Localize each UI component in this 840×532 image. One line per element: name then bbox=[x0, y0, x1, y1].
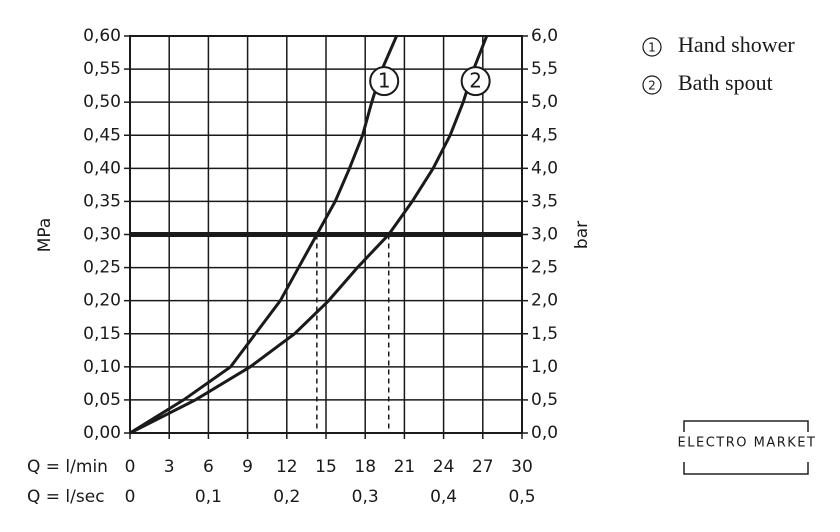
y2-tick-label: 2,5 bbox=[531, 258, 558, 278]
y-tick-label: 0,05 bbox=[83, 390, 121, 410]
legend-marker bbox=[642, 75, 662, 95]
y-tick-label: 0,15 bbox=[83, 324, 121, 344]
legend-marker bbox=[642, 37, 662, 57]
x2-tick-label: 0 bbox=[125, 487, 136, 507]
y-tick-label: 0,55 bbox=[83, 59, 121, 79]
y2-tick-label: 4,5 bbox=[531, 125, 558, 145]
x2-tick-label: 0,1 bbox=[195, 487, 222, 507]
y2-axis-label: bar bbox=[572, 221, 592, 249]
x-tick-label: 6 bbox=[203, 457, 214, 477]
y2-tick-label: 3,5 bbox=[531, 191, 558, 211]
x2-axis-label: Q = l/sec bbox=[27, 487, 105, 507]
x2-tick-label: 0,4 bbox=[430, 487, 457, 507]
y2-tick-label: 2,0 bbox=[531, 291, 558, 311]
series-line bbox=[129, 35, 398, 435]
x-tick-label: 30 bbox=[511, 457, 533, 477]
legend-label: Bath spout bbox=[678, 70, 773, 95]
x-tick-label: 0 bbox=[125, 457, 136, 477]
legend-marker-label: 1 bbox=[648, 41, 656, 55]
x-tick-label: 15 bbox=[315, 457, 337, 477]
x-tick-label: 9 bbox=[242, 457, 253, 477]
y-tick-label: 0,30 bbox=[83, 225, 121, 245]
x2-tick-label: 0,3 bbox=[352, 487, 379, 507]
x-tick-label: 18 bbox=[354, 457, 376, 477]
y-axis-label: MPa bbox=[35, 218, 55, 253]
y2-tick-label: 0,0 bbox=[531, 423, 558, 443]
y-tick-label: 0,50 bbox=[83, 92, 121, 112]
x-tick-label: 3 bbox=[164, 457, 175, 477]
x-tick-label: 27 bbox=[472, 457, 494, 477]
y2-tick-label: 1,0 bbox=[531, 357, 558, 377]
y-tick-label: 0,60 bbox=[83, 26, 121, 46]
curve-label: 2 bbox=[469, 69, 482, 93]
y-tick-label: 0,35 bbox=[83, 191, 121, 211]
x2-tick-label: 0,2 bbox=[273, 487, 300, 507]
x-tick-label: 21 bbox=[394, 457, 416, 477]
y2-tick-label: 6,0 bbox=[531, 26, 558, 46]
series-line bbox=[129, 35, 489, 435]
y-tick-label: 0,25 bbox=[83, 258, 121, 278]
y2-tick-label: 1,5 bbox=[531, 324, 558, 344]
y2-tick-label: 5,0 bbox=[531, 92, 558, 112]
y-tick-label: 0,10 bbox=[83, 357, 121, 377]
y2-tick-label: 3,0 bbox=[531, 225, 558, 245]
watermark-frame bbox=[683, 420, 809, 475]
y2-tick-label: 0,5 bbox=[531, 390, 558, 410]
y2-tick-label: 5,5 bbox=[531, 59, 558, 79]
y-tick-label: 0,00 bbox=[83, 423, 121, 443]
y-tick-label: 0,40 bbox=[83, 158, 121, 178]
legend-label: Hand shower bbox=[678, 32, 795, 57]
x-axis-label: Q = l/min bbox=[27, 457, 108, 477]
x-tick-label: 24 bbox=[433, 457, 455, 477]
watermark: ELECTRO MARKET bbox=[678, 436, 817, 451]
x-tick-label: 12 bbox=[276, 457, 298, 477]
y-tick-label: 0,20 bbox=[83, 291, 121, 311]
curve-label-circle bbox=[460, 66, 491, 97]
curve-label-circle bbox=[369, 66, 400, 97]
y-tick-label: 0,45 bbox=[83, 125, 121, 145]
curve-label: 1 bbox=[378, 69, 391, 93]
y2-tick-label: 4,0 bbox=[531, 158, 558, 178]
legend-marker-label: 2 bbox=[648, 79, 656, 93]
x2-tick-label: 0,5 bbox=[508, 487, 535, 507]
